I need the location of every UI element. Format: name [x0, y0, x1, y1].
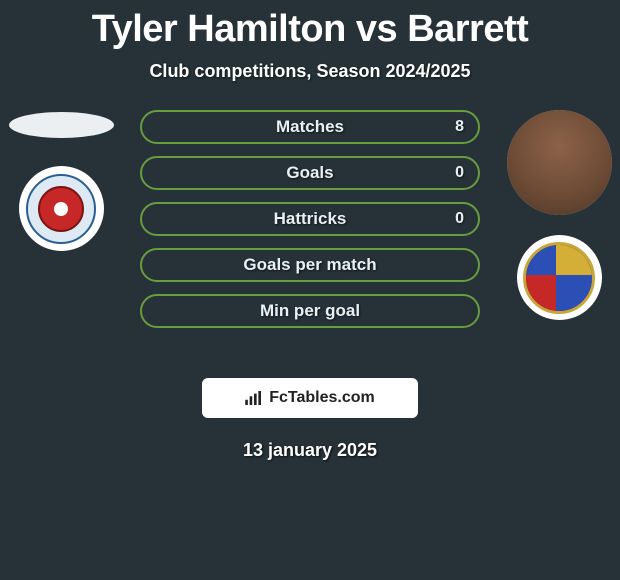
branding-text: FcTables.com	[269, 389, 375, 407]
stat-row-goals-per-match: Goals per match	[140, 248, 480, 282]
right-club-crest	[517, 235, 602, 320]
wealdstone-crest-icon	[523, 242, 595, 314]
right-player-photo	[507, 110, 612, 215]
stat-right-value: 0	[455, 210, 464, 228]
bar-chart-icon	[245, 391, 263, 405]
stat-row-hattricks: Hattricks 0	[140, 202, 480, 236]
hartlepool-crest-icon	[26, 174, 96, 244]
page-title: Tyler Hamilton vs Barrett	[0, 0, 620, 51]
right-player-column	[504, 110, 614, 370]
stat-row-min-per-goal: Min per goal	[140, 294, 480, 328]
comparison-panel: Matches 8 Goals 0 Hattricks 0 Goals per …	[0, 110, 620, 370]
stat-label: Goals per match	[243, 255, 376, 275]
branding-badge: FcTables.com	[202, 378, 418, 418]
subtitle: Club competitions, Season 2024/2025	[0, 61, 620, 82]
date-label: 13 january 2025	[0, 440, 620, 461]
stat-label: Min per goal	[260, 301, 360, 321]
stat-right-value: 0	[455, 164, 464, 182]
stats-list: Matches 8 Goals 0 Hattricks 0 Goals per …	[140, 110, 480, 340]
stat-label: Goals	[286, 163, 333, 183]
stat-row-matches: Matches 8	[140, 110, 480, 144]
stat-row-goals: Goals 0	[140, 156, 480, 190]
stat-label: Hattricks	[274, 209, 347, 229]
stat-label: Matches	[276, 117, 344, 137]
left-player-column	[6, 110, 116, 370]
left-player-photo	[9, 112, 114, 138]
left-club-crest	[19, 166, 104, 251]
stat-right-value: 8	[455, 118, 464, 136]
